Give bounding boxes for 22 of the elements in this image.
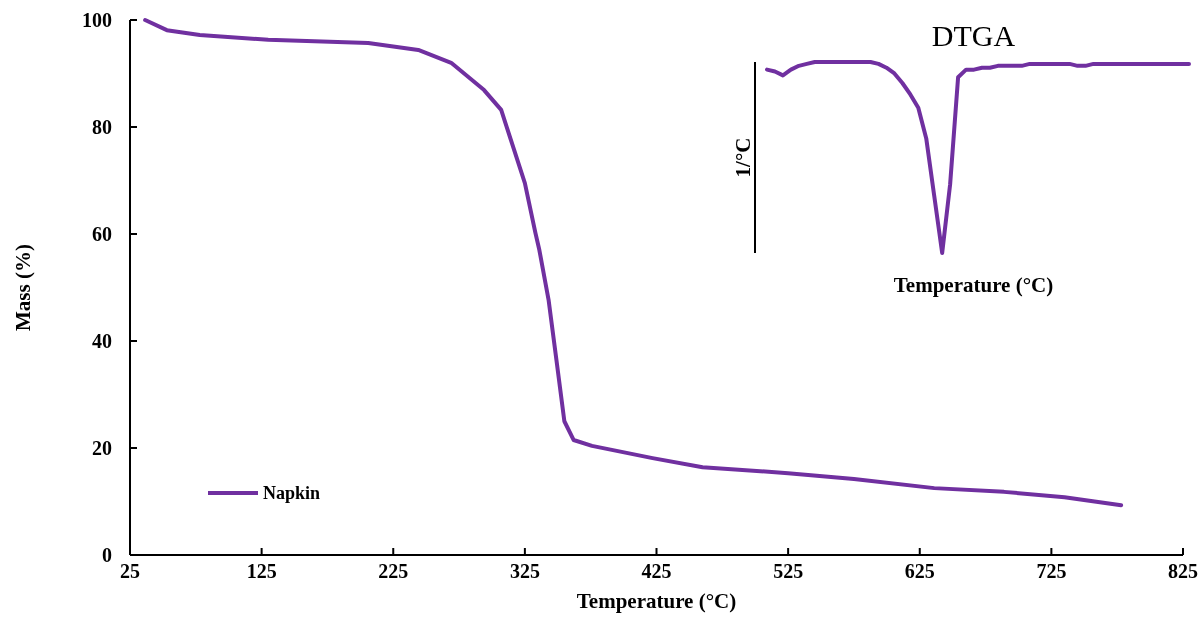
x-tick-label: 425 bbox=[641, 560, 672, 582]
y-tick-label: 0 bbox=[102, 544, 112, 566]
y-axis-title: 1/°C bbox=[731, 137, 755, 178]
x-axis-title: Temperature (°C) bbox=[893, 273, 1054, 297]
x-tick-label: 525 bbox=[773, 560, 804, 582]
x-tick-label: 125 bbox=[246, 560, 277, 582]
y-tick-label: 80 bbox=[92, 116, 112, 138]
x-tick-label: 825 bbox=[1168, 560, 1198, 582]
y-tick-label: 40 bbox=[92, 330, 112, 352]
x-tick-label: 625 bbox=[904, 560, 935, 582]
legend-label: Napkin bbox=[263, 483, 321, 504]
y-axis-title: Mass (%) bbox=[11, 244, 35, 331]
x-tick-label: 725 bbox=[1036, 560, 1067, 582]
x-tick-label: 225 bbox=[378, 560, 409, 582]
y-tick-label: 20 bbox=[92, 437, 112, 459]
x-tick-label: 25 bbox=[120, 560, 140, 582]
y-tick-label: 60 bbox=[92, 223, 112, 245]
x-tick-label: 325 bbox=[509, 560, 540, 582]
line-series bbox=[143, 18, 1124, 508]
chart-title: DTGA bbox=[931, 19, 1016, 52]
y-tick-label: 100 bbox=[82, 9, 112, 31]
x-axis-title: Temperature (°C) bbox=[576, 589, 737, 613]
